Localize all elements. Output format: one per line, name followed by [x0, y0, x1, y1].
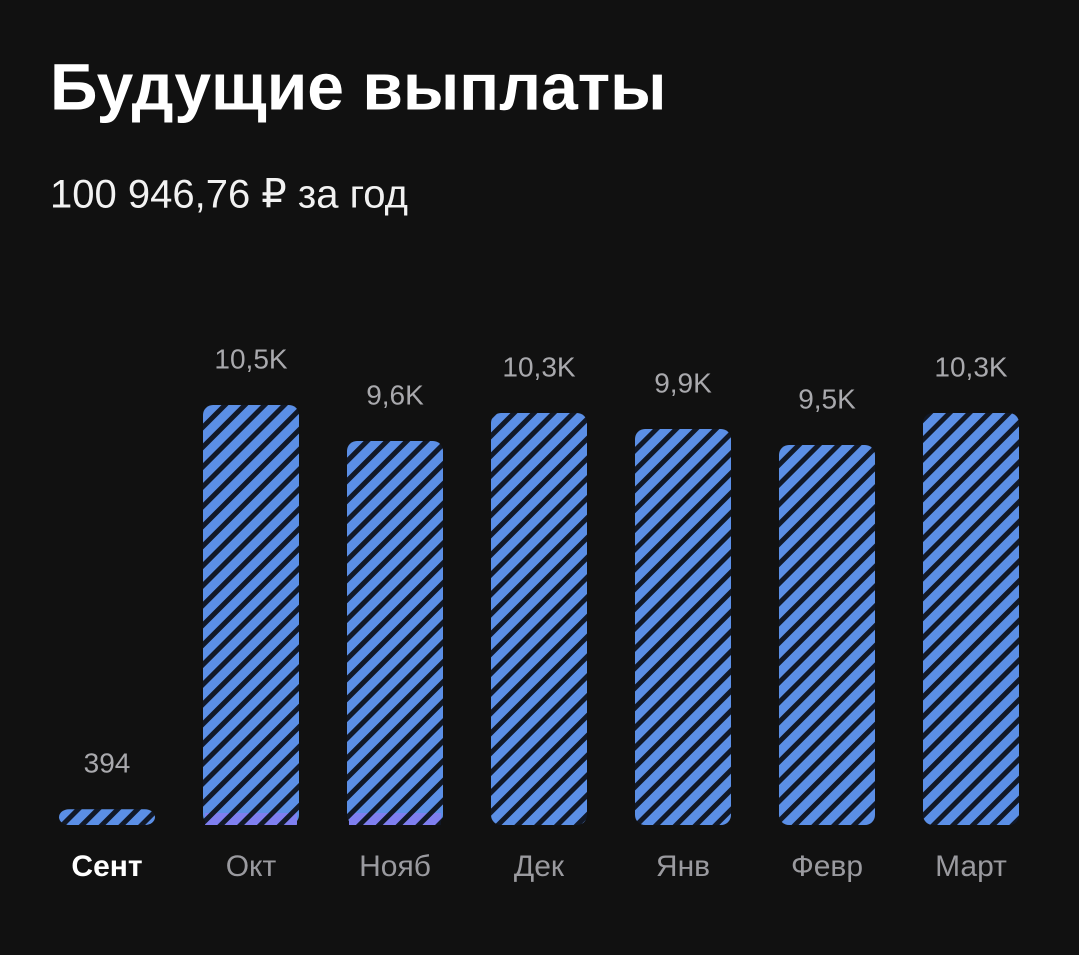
value-label: 9,5K — [798, 383, 856, 414]
x-tick-label: Окт — [226, 850, 277, 883]
x-tick-label: Март — [935, 850, 1007, 883]
bar — [59, 809, 155, 825]
value-label: 9,9K — [654, 367, 712, 398]
bar — [203, 405, 299, 825]
x-tick-label: Февр — [791, 850, 863, 883]
bar — [923, 413, 1019, 825]
value-label: 394 — [84, 748, 131, 779]
value-label: 9,6K — [366, 379, 424, 410]
x-tick-label: Дек — [514, 850, 565, 883]
bar-segment — [349, 813, 441, 825]
chart-title: Будущие выплаты — [50, 49, 666, 123]
value-label: 10,3K — [934, 351, 1007, 382]
value-label: 10,3K — [502, 351, 575, 382]
bar — [491, 413, 587, 825]
chart-subtitle: 100 946,76 ₽ за год — [50, 173, 408, 217]
bar-segment — [205, 813, 297, 825]
value-label: 10,5K — [214, 343, 287, 374]
bar — [635, 429, 731, 825]
x-tick-label: Янв — [656, 850, 710, 883]
bar — [347, 441, 443, 825]
x-tick-label: Нояб — [359, 850, 431, 883]
bar — [779, 445, 875, 825]
x-tick-label: Сент — [71, 850, 142, 883]
